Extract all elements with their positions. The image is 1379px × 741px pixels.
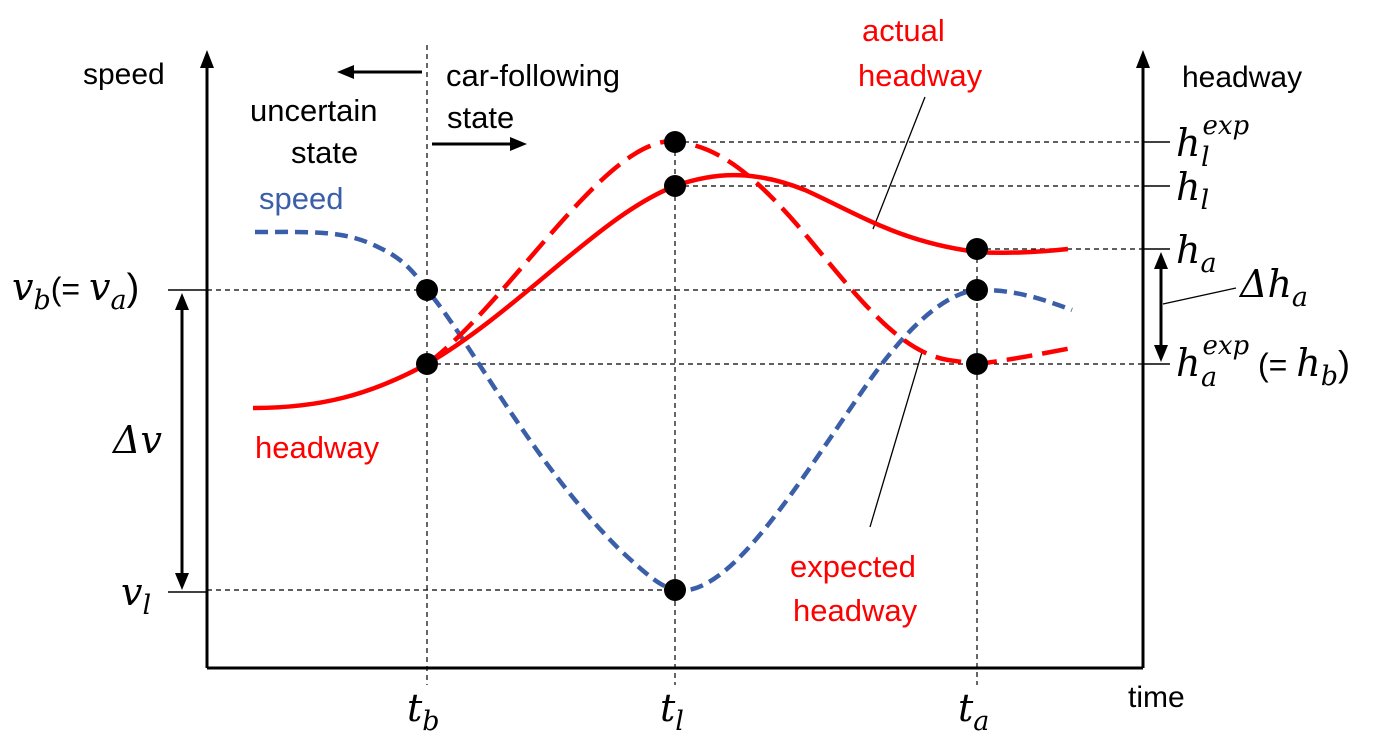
speed-curve [254, 229, 1073, 593]
left-axis-arrowhead [200, 50, 214, 68]
headway-curve-label: headway [255, 430, 380, 465]
point-h-a [966, 238, 988, 260]
tick-label-t-l: tl [660, 686, 684, 737]
label-h-a: ha [1176, 228, 1217, 279]
car-following-label-line2: state [447, 100, 514, 135]
uncertain-state-arrowhead [337, 65, 354, 79]
label-delta-h-a: Δha [1238, 262, 1308, 313]
delta-h-leader [1162, 287, 1237, 305]
point-v-a [966, 279, 988, 301]
point-h-l-exp [664, 131, 686, 153]
x-axis-label: time [1128, 681, 1185, 714]
actual-headway-label-line2: headway [858, 58, 983, 93]
tick-label-t-b: tb [407, 686, 440, 737]
delta-h-arrowhead-bottom [1154, 345, 1168, 362]
label-delta-v: Δv [111, 418, 162, 462]
point-v-b [416, 279, 438, 301]
label-h-l-exp: hexp l [1176, 111, 1250, 173]
delta-v-arrowhead-bottom [175, 573, 189, 590]
expected-headway-label-line2: headway [793, 593, 918, 628]
right-axis-arrowhead [1136, 50, 1150, 68]
point-h-l [664, 175, 686, 197]
label-v-l: vl [121, 570, 151, 621]
expected-headway-curve [425, 139, 1073, 367]
delta-v-arrowhead-top [175, 293, 189, 310]
delta-h-arrowhead-top [1154, 252, 1168, 269]
uncertain-state-label-line2: state [291, 135, 358, 170]
point-v-l [664, 579, 686, 601]
label-h-l: hl [1176, 165, 1209, 216]
actual-headway-leader [872, 96, 926, 230]
right-axis-label: headway [1182, 61, 1302, 94]
actual-headway-curve [252, 172, 1069, 411]
car-following-arrowhead [510, 137, 527, 151]
uncertain-state-label-line1: uncertain [250, 93, 378, 128]
point-h-a-exp [966, 353, 988, 375]
speed-curve-label: speed [259, 181, 343, 216]
label-h-a-exp: hexp a (= hb) [1176, 331, 1350, 393]
car-following-label-line1: car-following [446, 58, 620, 93]
tick-label-t-a: ta [958, 686, 989, 737]
expected-headway-leader [869, 351, 923, 528]
left-axis-label: speed [83, 58, 165, 91]
label-v-b: vb(= va) [12, 265, 139, 316]
expected-headway-label-line1: expected [790, 549, 916, 584]
point-h-b [416, 353, 438, 375]
actual-headway-label-line1: actual [862, 13, 945, 48]
